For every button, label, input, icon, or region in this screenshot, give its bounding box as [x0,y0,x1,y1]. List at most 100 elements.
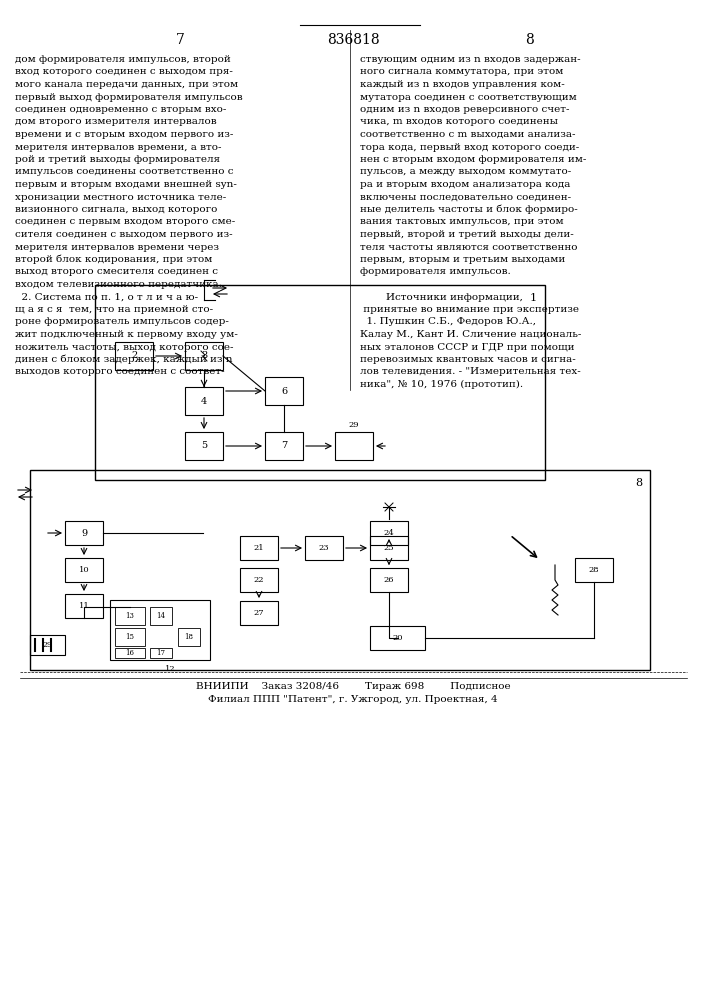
Text: 25: 25 [384,544,395,552]
Text: 17: 17 [156,649,165,657]
Text: 6: 6 [281,386,287,395]
Text: 9: 9 [81,528,87,538]
Bar [370,568,408,592]
Bar [185,432,223,460]
Text: щ а я с я  тем, что на приемной сто-: щ а я с я тем, что на приемной сто- [15,305,213,314]
Text: ника", № 10, 1976 (прототип).: ника", № 10, 1976 (прототип). [360,380,523,389]
Text: пульсов, а между выходом коммутато-: пульсов, а между выходом коммутато- [360,167,571,176]
Text: 14: 14 [156,612,165,620]
Text: 8: 8 [525,33,534,47]
Text: 10: 10 [78,566,89,574]
Text: 27: 27 [254,609,264,617]
Text: мерителя интервалов времени через: мерителя интервалов времени через [15,242,219,251]
Text: 26: 26 [384,576,395,584]
Text: 20: 20 [392,634,403,642]
Bar [115,607,145,625]
Text: 3: 3 [201,352,207,360]
Text: мерителя интервалов времени, а вто-: мерителя интервалов времени, а вто- [15,142,221,151]
Text: импульсов соединены соответственно с: импульсов соединены соответственно с [15,167,233,176]
Text: 24: 24 [384,529,395,537]
Text: времени и с вторым входом первого из-: времени и с вторым входом первого из- [15,130,233,139]
Bar [370,521,408,545]
Text: мого канала передачи данных, при этом: мого канала передачи данных, при этом [15,80,238,89]
Text: 29: 29 [349,421,359,429]
Text: перевозимых квантовых часов и сигна-: перевозимых квантовых часов и сигна- [360,355,575,364]
Text: 13: 13 [126,612,134,620]
Text: лов телевидения. - "Измерительная тех-: лов телевидения. - "Измерительная тех- [360,367,580,376]
Text: визионного сигнала, выход которого: визионного сигнала, выход которого [15,205,217,214]
Text: Филиал ППП "Патент", г. Ужгород, ул. Проектная, 4: Филиал ППП "Патент", г. Ужгород, ул. Про… [208,695,498,704]
Text: тора кода, первый вход которого соеди-: тора кода, первый вход которого соеди- [360,142,579,151]
Text: выход второго смесителя соединен с: выход второго смесителя соединен с [15,267,218,276]
Text: ра и вторым входом анализатора кода: ра и вторым входом анализатора кода [360,180,571,189]
Text: 29: 29 [42,641,52,649]
Text: соединен с первым входом второго сме-: соединен с первым входом второго сме- [15,218,235,227]
Text: 16: 16 [126,649,134,657]
Text: ные делитель частоты и блок формиро-: ные делитель частоты и блок формиро- [360,205,578,215]
Text: каждый из n входов управления ком-: каждый из n входов управления ком- [360,80,565,89]
Text: 4: 4 [201,396,207,406]
Text: ствующим одним из n входов задержан-: ствующим одним из n входов задержан- [360,55,580,64]
Text: принятые во внимание при экспертизе: принятые во внимание при экспертизе [360,305,579,314]
Text: рой и третий выходы формирователя: рой и третий выходы формирователя [15,155,220,164]
Text: 12: 12 [165,665,175,673]
Text: ного сигнала коммутатора, при этом: ного сигнала коммутатора, при этом [360,68,563,77]
Text: выходов которого соединен с соответ-: выходов которого соединен с соответ- [15,367,225,376]
Text: 11: 11 [78,602,89,610]
Text: вания тактовых импульсов, при этом: вания тактовых импульсов, при этом [360,218,563,227]
Text: первый выход формирователя импульсов: первый выход формирователя импульсов [15,93,243,102]
Bar [240,568,278,592]
Text: динен с блоком задержек, каждый из n: динен с блоком задержек, каждый из n [15,355,233,364]
Bar [115,628,145,646]
Text: первым и вторым входами внешней syn-: первым и вторым входами внешней syn- [15,180,237,189]
Text: 1: 1 [530,293,537,303]
Text: чика, m входов которого соединены: чика, m входов которого соединены [360,117,558,126]
Text: 23: 23 [319,544,329,552]
Text: формирователя импульсов.: формирователя импульсов. [360,267,510,276]
Text: нен с вторым входом формирователя им-: нен с вторым входом формирователя им- [360,155,586,164]
Text: 2. Система по п. 1, о т л и ч а ю-: 2. Система по п. 1, о т л и ч а ю- [15,292,198,302]
Text: дом формирователя импульсов, второй: дом формирователя импульсов, второй [15,55,230,64]
Bar [305,536,343,560]
Text: 1. Пушкин С.Б., Федоров Ю.А.,: 1. Пушкин С.Б., Федоров Ю.А., [360,318,536,326]
Bar [150,648,172,658]
Text: 28: 28 [589,566,600,574]
Text: 5: 5 [201,442,207,450]
Bar [178,628,200,646]
Text: второй блок кодирования, при этом: второй блок кодирования, при этом [15,255,212,264]
Text: ВНИИПИ    Заказ 3208/46        Тираж 698        Подписное: ВНИИПИ Заказ 3208/46 Тираж 698 Подписное [196,682,510,691]
Bar [185,387,223,415]
Text: 8: 8 [635,478,642,488]
Bar [30,470,650,670]
Bar [115,648,145,658]
Text: 2: 2 [131,352,137,360]
Bar [335,432,373,460]
Text: 7: 7 [175,33,185,47]
Text: включены последовательно соединен-: включены последовательно соединен- [360,192,571,202]
Bar [110,600,210,660]
Bar [30,635,65,655]
Text: дом второго измерителя интервалов: дом второго измерителя интервалов [15,117,216,126]
Text: сителя соединен с выходом первого из-: сителя соединен с выходом первого из- [15,230,233,239]
Text: 22: 22 [254,576,264,584]
Text: 836818: 836818 [327,33,380,47]
Bar [185,342,223,370]
Bar [150,607,172,625]
Text: жит подключенный к первому входу ум-: жит подключенный к первому входу ум- [15,330,238,339]
Text: 15: 15 [126,633,134,641]
Text: ных эталонов СССР и ГДР при помощи: ных эталонов СССР и ГДР при помощи [360,342,575,352]
Text: соединен одновременно с вторым вхо-: соединен одновременно с вторым вхо- [15,105,226,114]
Bar [265,432,303,460]
Bar [370,626,425,650]
Text: вход которого соединен с выходом пря-: вход которого соединен с выходом пря- [15,68,233,77]
Text: входом телевизионного передатчика.: входом телевизионного передатчика. [15,280,222,289]
Text: Калау М., Кант И. Сличение националь-: Калау М., Кант И. Сличение националь- [360,330,581,339]
Text: ножитель частоты, выход которого сое-: ножитель частоты, выход которого сое- [15,342,233,352]
Text: 21: 21 [254,544,264,552]
Bar [370,536,408,560]
Text: 18: 18 [185,633,194,641]
Bar [95,285,545,480]
Bar [65,594,103,618]
Text: теля частоты являются соответственно: теля частоты являются соответственно [360,242,578,251]
Bar [65,521,103,545]
